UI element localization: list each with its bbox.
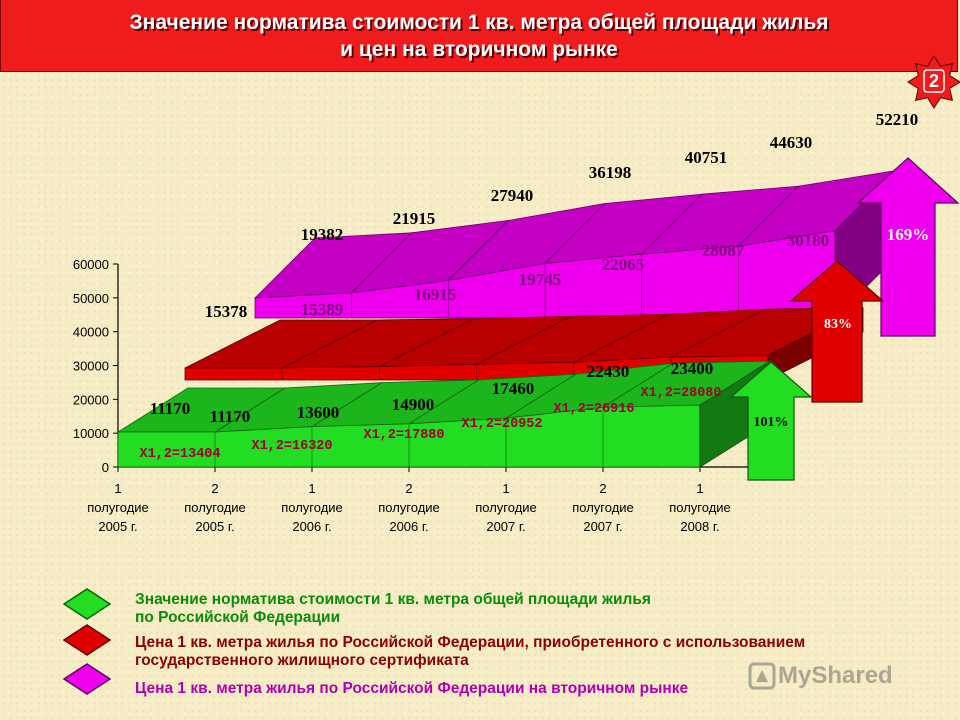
growth-label-red: 83% (824, 317, 852, 332)
y-tick-label: 30000 (73, 359, 109, 374)
x-tick-label: 2005 г. (195, 519, 234, 534)
x-tick-label: 1 (696, 481, 703, 496)
series-red-value-label: 28087 (702, 241, 745, 260)
x-tick-label: 1 (502, 481, 509, 496)
slide-title-line1: Значение норматива стоимости 1 кв. метра… (129, 11, 829, 34)
slide-header: Значение норматива стоимости 1 кв. метра… (0, 0, 958, 72)
legend-entry-magenta: Цена 1 кв. метра жилья по Российской Фед… (135, 680, 688, 698)
series-magenta-value-label: 36198 (589, 163, 632, 182)
series-green-value-label: 23400 (671, 359, 714, 378)
badge-number: 2 (929, 71, 939, 91)
growth-arrow-magenta (856, 157, 960, 337)
x-tick-label: 1 (308, 481, 315, 496)
x-tick-label: 2 (599, 481, 606, 496)
series-green-value-label: 14900 (392, 395, 435, 414)
x-tick-label: полугодие (184, 500, 246, 515)
legend-entry-green: Значение норматива стоимости 1 кв. метра… (135, 591, 651, 627)
x-tick-label: 2007 г. (583, 519, 622, 534)
x-tick-label: 1 (114, 481, 121, 496)
series-red-value-label: 19745 (519, 270, 562, 289)
x-tick-label: полугодие (669, 500, 731, 515)
growth-arrow-green (729, 361, 813, 481)
x-tick-label: полугодие (475, 500, 537, 515)
legend-red-line2: государственного жилищного сертификата (135, 652, 469, 669)
growth-label-green: 101% (754, 415, 789, 430)
slide-title-line2: и цен на вторичном рынке (340, 38, 618, 61)
legend-magenta-line1: Цена 1 кв. метра жилья по Российской Фед… (135, 680, 689, 697)
multiplier-annotation: X1,2=17880 (363, 428, 444, 443)
series-green-value-label: 11170 (210, 407, 251, 426)
series-red-value-label: 16915 (414, 285, 457, 304)
y-tick-label: 40000 (73, 325, 109, 340)
watermark-icon (748, 662, 776, 690)
series-green-value-label: 11170 (150, 399, 191, 418)
legend-entry-red: Цена 1 кв. метра жилья по Российской Фед… (135, 634, 805, 670)
series-magenta-value-label: 27940 (491, 186, 534, 205)
x-tick-label: 2005 г. (98, 519, 137, 534)
badge-box (923, 69, 945, 93)
multiplier-annotation: X1,2=26916 (553, 402, 634, 417)
series-magenta-value-label: 19382 (301, 225, 344, 244)
x-tick-label: 2006 г. (389, 519, 428, 534)
legend-red-line1: Цена 1 кв. метра жилья по Российской Фед… (135, 634, 806, 651)
series-magenta-value-label: 52210 (876, 110, 919, 129)
series-green-value-label: 17460 (492, 379, 535, 398)
y-tick-label: 20000 (73, 392, 109, 407)
multiplier-annotation: X1,2=16320 (251, 439, 332, 454)
x-tick-label: 2 (405, 481, 412, 496)
series-red-value-label: 15389 (301, 300, 344, 319)
legend-swatch-green (62, 588, 112, 620)
watermark-icon-arrow (756, 670, 768, 682)
legend-green-line2: по Российской Федерации (135, 609, 341, 626)
series-green-value-label: 22430 (587, 362, 630, 381)
x-tick-label: полугодие (572, 500, 634, 515)
x-tick-label: полугодие (281, 500, 343, 515)
growth-label-magenta: 169% (887, 225, 930, 244)
multiplier-annotation: X1,2=13404 (139, 447, 220, 462)
legend-green-line1: Значение норматива стоимости 1 кв. метра… (135, 591, 651, 608)
x-tick-label: 2008 г. (680, 519, 719, 534)
series-magenta-value-label: 44630 (770, 133, 813, 152)
series-magenta-value-label: 21915 (393, 209, 436, 228)
x-tick-label: 2007 г. (486, 519, 525, 534)
x-tick-label: полугодие (87, 500, 149, 515)
legend-swatch-red (62, 624, 112, 656)
series-red-value-label: 30180 (787, 231, 830, 250)
series-magenta-value-label: 40751 (685, 148, 728, 167)
y-tick-label: 0 (102, 460, 109, 475)
y-tick-label: 60000 (73, 257, 109, 272)
legend-swatch-magenta (62, 663, 112, 695)
x-tick-label: 2006 г. (292, 519, 331, 534)
growth-arrow-red (789, 260, 885, 403)
x-tick-label: полугодие (378, 500, 440, 515)
watermark-logo: MyShared (778, 662, 893, 689)
series-red-value-label: 15378 (205, 302, 248, 321)
series-red-value-label: 22065 (602, 255, 645, 274)
multiplier-annotation: X1,2=20952 (461, 417, 542, 432)
y-tick-label: 50000 (73, 291, 109, 306)
x-tick-label: 2 (211, 481, 218, 496)
multiplier-annotation: X1,2=28080 (640, 386, 721, 401)
series-green-value-label: 13600 (297, 403, 340, 422)
y-tick-label: 10000 (73, 426, 109, 441)
